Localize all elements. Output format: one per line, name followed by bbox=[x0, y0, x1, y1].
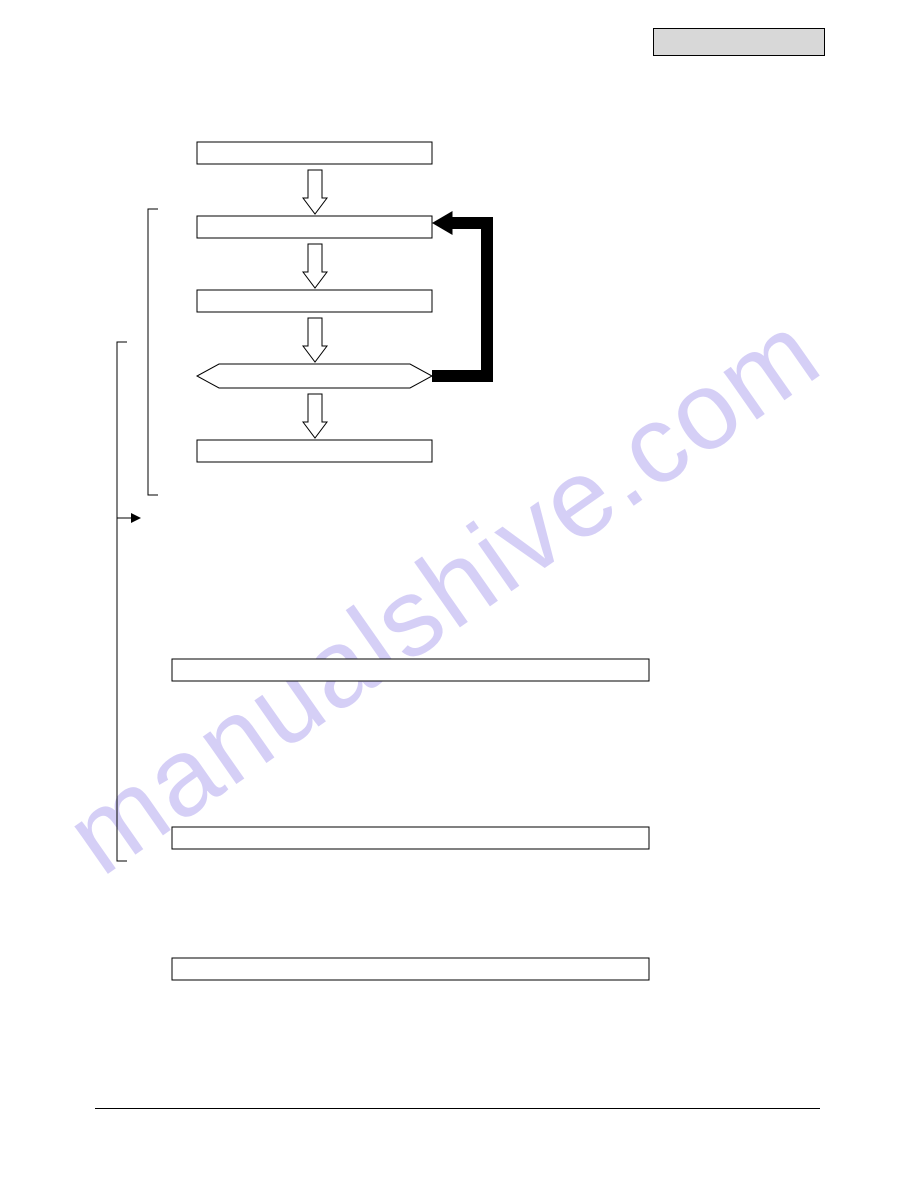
down-arrow bbox=[303, 170, 327, 214]
flowchart-svg bbox=[0, 0, 918, 1188]
flow-box-b5 bbox=[172, 659, 649, 681]
back-arrow-seg-top bbox=[449, 217, 494, 229]
flow-box-b1 bbox=[197, 216, 432, 238]
down-arrow bbox=[303, 394, 327, 438]
back-arrow-seg-vert bbox=[481, 217, 493, 382]
footer-rule bbox=[95, 1108, 820, 1109]
left-bracket-large bbox=[117, 342, 127, 861]
down-arrow bbox=[303, 244, 327, 288]
page-root: { "page": { "width": 918, "height": 1188… bbox=[0, 0, 918, 1188]
left-bracket-small bbox=[148, 209, 158, 495]
flow-box-b2 bbox=[197, 290, 432, 312]
left-bracket-large-arrowhead bbox=[131, 513, 141, 523]
flow-box-b7 bbox=[172, 958, 649, 980]
flow-box-b6 bbox=[172, 827, 649, 849]
back-arrow-head bbox=[432, 211, 453, 235]
flow-box-b0 bbox=[197, 142, 432, 164]
down-arrow bbox=[303, 318, 327, 362]
flow-box-b4 bbox=[197, 440, 432, 462]
flow-decision-b3 bbox=[197, 364, 432, 388]
